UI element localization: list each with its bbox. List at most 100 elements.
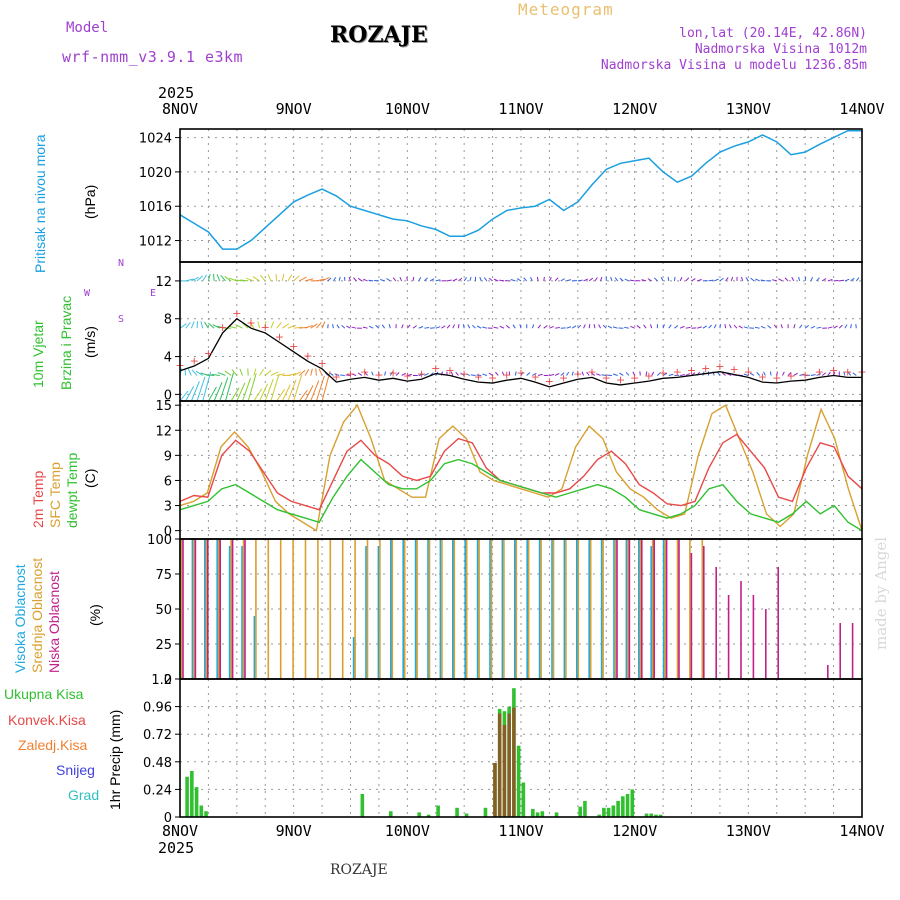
wind-barb [721, 372, 726, 376]
wind-barb [745, 277, 749, 282]
wind-barb [639, 371, 641, 376]
wind-barb [406, 276, 408, 281]
pressure-tick-label: 1020 [139, 166, 172, 181]
wind-barb [195, 370, 204, 376]
wind-barb [716, 371, 721, 376]
wind-barb [610, 276, 613, 282]
wind-barb [798, 276, 800, 282]
wind-barb [647, 278, 652, 282]
wind-barb [649, 324, 653, 329]
gust-marker: + [616, 373, 625, 386]
wind-barb [230, 387, 240, 402]
wind-barb [630, 325, 635, 329]
wind-barb [776, 371, 778, 376]
wind-barb [381, 324, 386, 329]
wind-barb [702, 325, 708, 329]
wind-barb [187, 368, 192, 376]
wind-barb [472, 324, 476, 329]
gust-marker: + [303, 350, 312, 363]
wind-barb [827, 371, 831, 376]
wind-barb [200, 321, 204, 329]
wind-barb [680, 374, 685, 376]
time-label-top: 10NOV [385, 100, 430, 118]
wind-barb [804, 276, 807, 281]
gust-marker: + [573, 368, 582, 381]
wind-barb [493, 326, 499, 329]
wind-barb [708, 279, 714, 282]
total-precip-bar [417, 812, 421, 817]
wind-barb [401, 372, 406, 376]
wind-barb [619, 372, 624, 376]
wind-speed-line [179, 317, 862, 388]
wind-barb [236, 382, 246, 402]
wind-barb [384, 371, 387, 376]
wind-barb [530, 276, 533, 282]
wind-barb [407, 373, 413, 376]
wind-barb [418, 373, 424, 376]
precip-tick-label: 0.48 [143, 756, 172, 771]
gust-marker: + [261, 321, 270, 334]
time-label-top: 13NOV [726, 100, 771, 118]
wind-barb [310, 368, 313, 376]
precip-label-frozen: Zaledj.Kisa [18, 737, 88, 753]
wind-barb [446, 324, 451, 329]
gust-marker: + [531, 370, 540, 383]
wind-barb [340, 374, 345, 376]
wind-barb [257, 321, 261, 329]
wind-barb [202, 274, 208, 282]
wind-barb [594, 277, 598, 282]
wind-barb [821, 372, 827, 376]
wind-barb [281, 384, 291, 402]
gust-marker: + [218, 321, 227, 334]
wind-barb [362, 326, 368, 329]
gust-marker: + [431, 362, 440, 375]
wind-barb [253, 368, 257, 376]
wind-barb [455, 371, 459, 376]
wind-barb [673, 276, 676, 281]
wind-barb [364, 371, 368, 376]
gust-marker: + [545, 375, 554, 388]
compass-n: N [118, 258, 125, 269]
wind-barb [351, 326, 357, 329]
wind-barb [662, 372, 668, 376]
wind-barb [310, 323, 318, 329]
total-precip-bar [199, 805, 204, 817]
wind-barb [185, 385, 195, 402]
temp-tick-label: 9 [164, 449, 172, 464]
wind-barb [519, 324, 522, 329]
wind-barb [730, 276, 734, 282]
wind-tick-label: 8 [164, 313, 172, 328]
gust-marker: + [843, 366, 852, 379]
gust-marker: + [829, 364, 838, 377]
wind-barb [499, 325, 505, 329]
wind-barb [179, 390, 189, 402]
wind-barb [353, 277, 357, 282]
precip-tick-label: 0 [164, 811, 172, 826]
wind-barb [821, 278, 827, 282]
gust-marker: + [417, 368, 426, 381]
wind-barb [239, 279, 249, 282]
wind-barb [368, 325, 374, 329]
temp-tick-label: 15 [155, 399, 172, 414]
wind-barb [784, 277, 789, 282]
wind-barb [341, 324, 346, 329]
wind-barb [624, 278, 630, 282]
wind-barb [231, 369, 238, 376]
wind-barb [179, 323, 187, 329]
wind-barb [625, 371, 630, 376]
total-precip-bar [388, 811, 393, 817]
wind-barb [363, 278, 368, 282]
wind-barb [588, 324, 591, 329]
total-precip-bar [360, 794, 365, 817]
wind-barb [282, 323, 290, 329]
wind-barb [234, 279, 243, 282]
wind-barb [607, 325, 613, 329]
wind-barb [778, 278, 783, 282]
wind-barb [247, 373, 257, 402]
precip-label-snow: Snijeg [56, 762, 95, 778]
wind-barb [810, 325, 816, 329]
wind-barb [424, 277, 428, 282]
precip-tick-label: 0.72 [143, 728, 172, 743]
wind-barb [379, 278, 385, 282]
wind-barb [264, 378, 274, 402]
